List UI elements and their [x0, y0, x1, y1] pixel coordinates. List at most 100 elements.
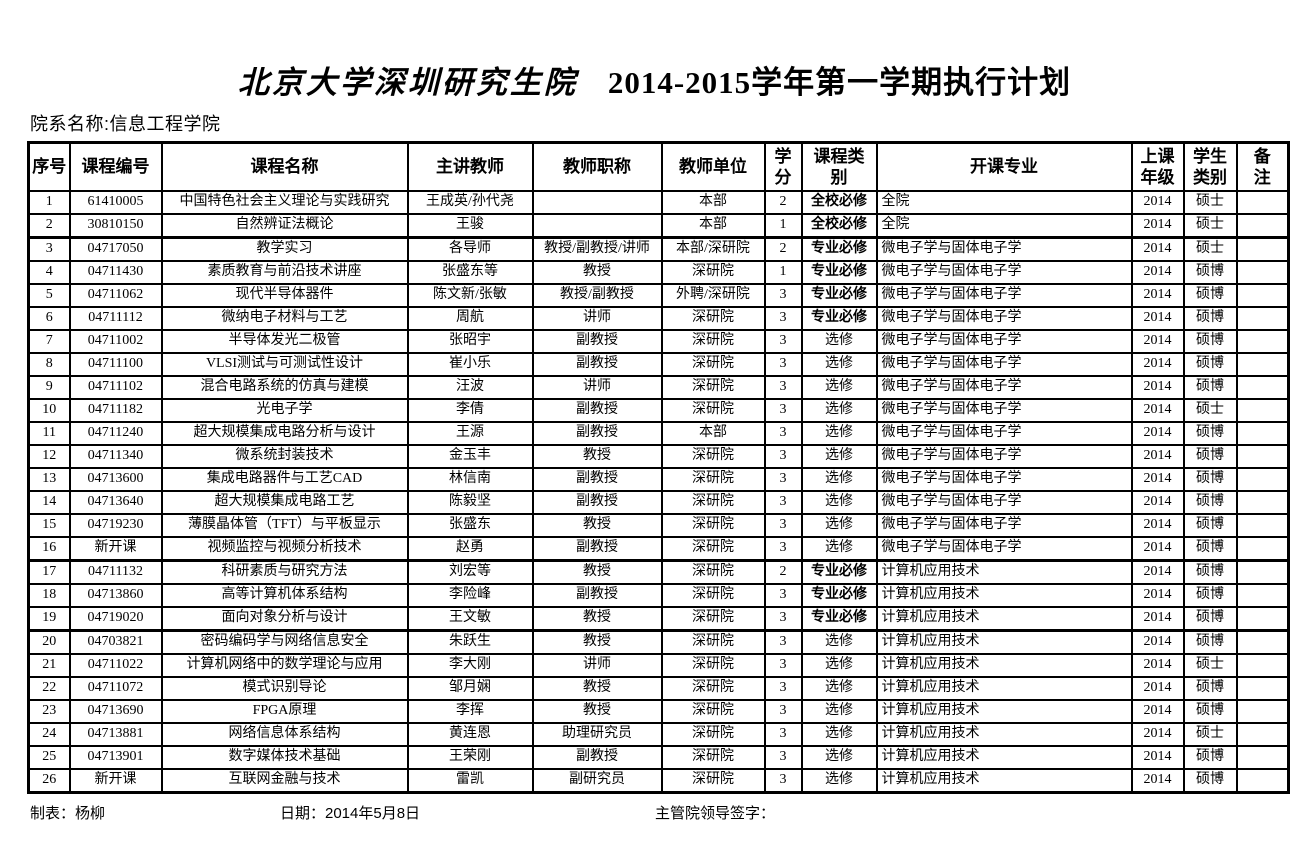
- table-cell: 23: [27, 698, 71, 724]
- table-cell: 2014: [1130, 397, 1185, 423]
- table-cell: 全校必修: [800, 189, 878, 215]
- header-cell: 学 分: [763, 141, 803, 192]
- table-cell: 硕博: [1182, 305, 1238, 331]
- table-cell: 选修: [800, 628, 878, 655]
- table-cell: 2014: [1130, 443, 1185, 469]
- table-cell: 超大规模集成电路工艺: [160, 489, 409, 515]
- table-cell: 新开课: [68, 535, 163, 562]
- table-cell: 选修: [800, 374, 878, 400]
- table-cell: 李挥: [406, 698, 534, 724]
- table-cell: 副教授: [531, 420, 663, 446]
- table-cell: 2014: [1130, 259, 1185, 285]
- table-cell: 2014: [1130, 282, 1185, 308]
- table-cell: 2014: [1130, 628, 1185, 655]
- table-cell: 崔小乐: [406, 351, 534, 377]
- table-cell: 硕博: [1182, 512, 1238, 538]
- table-cell: 网络信息体系结构: [160, 721, 409, 747]
- table-cell: 硕博: [1182, 259, 1238, 285]
- table-cell: 2014: [1130, 582, 1185, 608]
- table-cell: [1235, 628, 1290, 655]
- table-cell: 2014: [1130, 721, 1185, 747]
- table-cell: 微电子学与固体电子学: [875, 397, 1133, 423]
- table-cell: 微电子学与固体电子学: [875, 328, 1133, 354]
- table-row: 23 04713690 FPGA原理 李挥 教授 深研院 3 选修 计算机应用技术 2014 硕博: [27, 698, 1290, 724]
- table-cell: 硕博: [1182, 328, 1238, 354]
- table-row: 20 04703821 密码编码学与网络信息安全 朱跃生 教授 深研院 3 选修 计算机应用技术…: [27, 628, 1290, 655]
- table-cell: 本部/深研院: [660, 235, 766, 262]
- table-cell: 微纳电子材料与工艺: [160, 305, 409, 331]
- table-cell: 选修: [800, 397, 878, 423]
- table-cell: 4: [27, 259, 71, 285]
- table-cell: 04711062: [68, 282, 163, 308]
- table-cell: 教授: [531, 675, 663, 701]
- table-cell: 12: [27, 443, 71, 469]
- header-cell: 上课 年级: [1130, 141, 1185, 192]
- table-cell: 2014: [1130, 328, 1185, 354]
- table-cell: 副教授: [531, 397, 663, 423]
- table-cell: 张盛东等: [406, 259, 534, 285]
- table-cell: 副教授: [531, 744, 663, 770]
- table-cell: 深研院: [660, 305, 766, 331]
- table-cell: 专业必修: [800, 605, 878, 632]
- table-cell: 04713640: [68, 489, 163, 515]
- table-cell: 混合电路系统的仿真与建模: [160, 374, 409, 400]
- table-cell: 2: [763, 235, 803, 262]
- table-cell: [1235, 351, 1290, 377]
- table-cell: 刘宏等: [406, 558, 534, 585]
- table-cell: 计算机应用技术: [875, 698, 1133, 724]
- table-cell: 1: [763, 259, 803, 285]
- table-cell: 李险峰: [406, 582, 534, 608]
- table-cell: 硕博: [1182, 374, 1238, 400]
- table-cell: 微电子学与固体电子学: [875, 305, 1133, 331]
- table-cell: 04711072: [68, 675, 163, 701]
- table-cell: 本部: [660, 420, 766, 446]
- table-cell: 硕博: [1182, 744, 1238, 770]
- table-cell: [1235, 489, 1290, 515]
- table-cell: 光电子学: [160, 397, 409, 423]
- table-cell: 选修: [800, 420, 878, 446]
- table-cell: 深研院: [660, 512, 766, 538]
- table-cell: 深研院: [660, 351, 766, 377]
- table-cell: [531, 212, 663, 239]
- table-cell: 教授: [531, 605, 663, 632]
- table-cell: 10: [27, 397, 71, 423]
- table-cell: 微电子学与固体电子学: [875, 259, 1133, 285]
- table-row: 1 61410005 中国特色社会主义理论与实践研究 王成英/孙代尧 本部 2 全校必修 全院…: [27, 189, 1290, 215]
- table-cell: 朱跃生: [406, 628, 534, 655]
- table-cell: 3: [763, 744, 803, 770]
- table-cell: 3: [763, 282, 803, 308]
- table-cell: 计算机应用技术: [875, 605, 1133, 632]
- table-cell: 微电子学与固体电子学: [875, 374, 1133, 400]
- table-cell: 专业必修: [800, 582, 878, 608]
- table-cell: 13: [27, 466, 71, 492]
- table-cell: 硕博: [1182, 767, 1238, 794]
- table-cell: 04711102: [68, 374, 163, 400]
- table-header-row: 序号 课程编号 课程名称 主讲教师 教师职称 教师单位学 分课程类 别开课专业 上课 年级学…: [27, 141, 1290, 192]
- table-cell: [1235, 397, 1290, 423]
- table-cell: 2: [763, 558, 803, 585]
- table-cell: 深研院: [660, 397, 766, 423]
- table-cell: 深研院: [660, 443, 766, 469]
- table-cell: 中国特色社会主义理论与实践研究: [160, 189, 409, 215]
- table-cell: 专业必修: [800, 259, 878, 285]
- table-cell: 黄连恩: [406, 721, 534, 747]
- table-cell: 张盛东: [406, 512, 534, 538]
- table-cell: [1235, 698, 1290, 724]
- table-cell: 微电子学与固体电子学: [875, 282, 1133, 308]
- table-cell: 2014: [1130, 744, 1185, 770]
- table-cell: 21: [27, 652, 71, 678]
- table-cell: 8: [27, 351, 71, 377]
- table-cell: 硕博: [1182, 628, 1238, 655]
- table-cell: 3: [763, 489, 803, 515]
- table-cell: 硕博: [1182, 605, 1238, 632]
- table-cell: [1235, 420, 1290, 446]
- table-cell: 14: [27, 489, 71, 515]
- title-semester-plan: 2014-2015学年第一学期执行计划: [607, 65, 1072, 100]
- table-cell: 讲师: [531, 652, 663, 678]
- table-cell: 全校必修: [800, 212, 878, 239]
- table-row: 15 04719230 薄膜晶体管（TFT）与平板显示 张盛东 教授 深研院 3 选修 微电子学…: [27, 512, 1290, 538]
- table-cell: 赵勇: [406, 535, 534, 562]
- table-cell: 外聘/深研院: [660, 282, 766, 308]
- table-cell: 3: [763, 628, 803, 655]
- table-row: 14 04713640 超大规模集成电路工艺 陈毅坚 副教授 深研院 3 选修 微电子学与固体电…: [27, 489, 1290, 515]
